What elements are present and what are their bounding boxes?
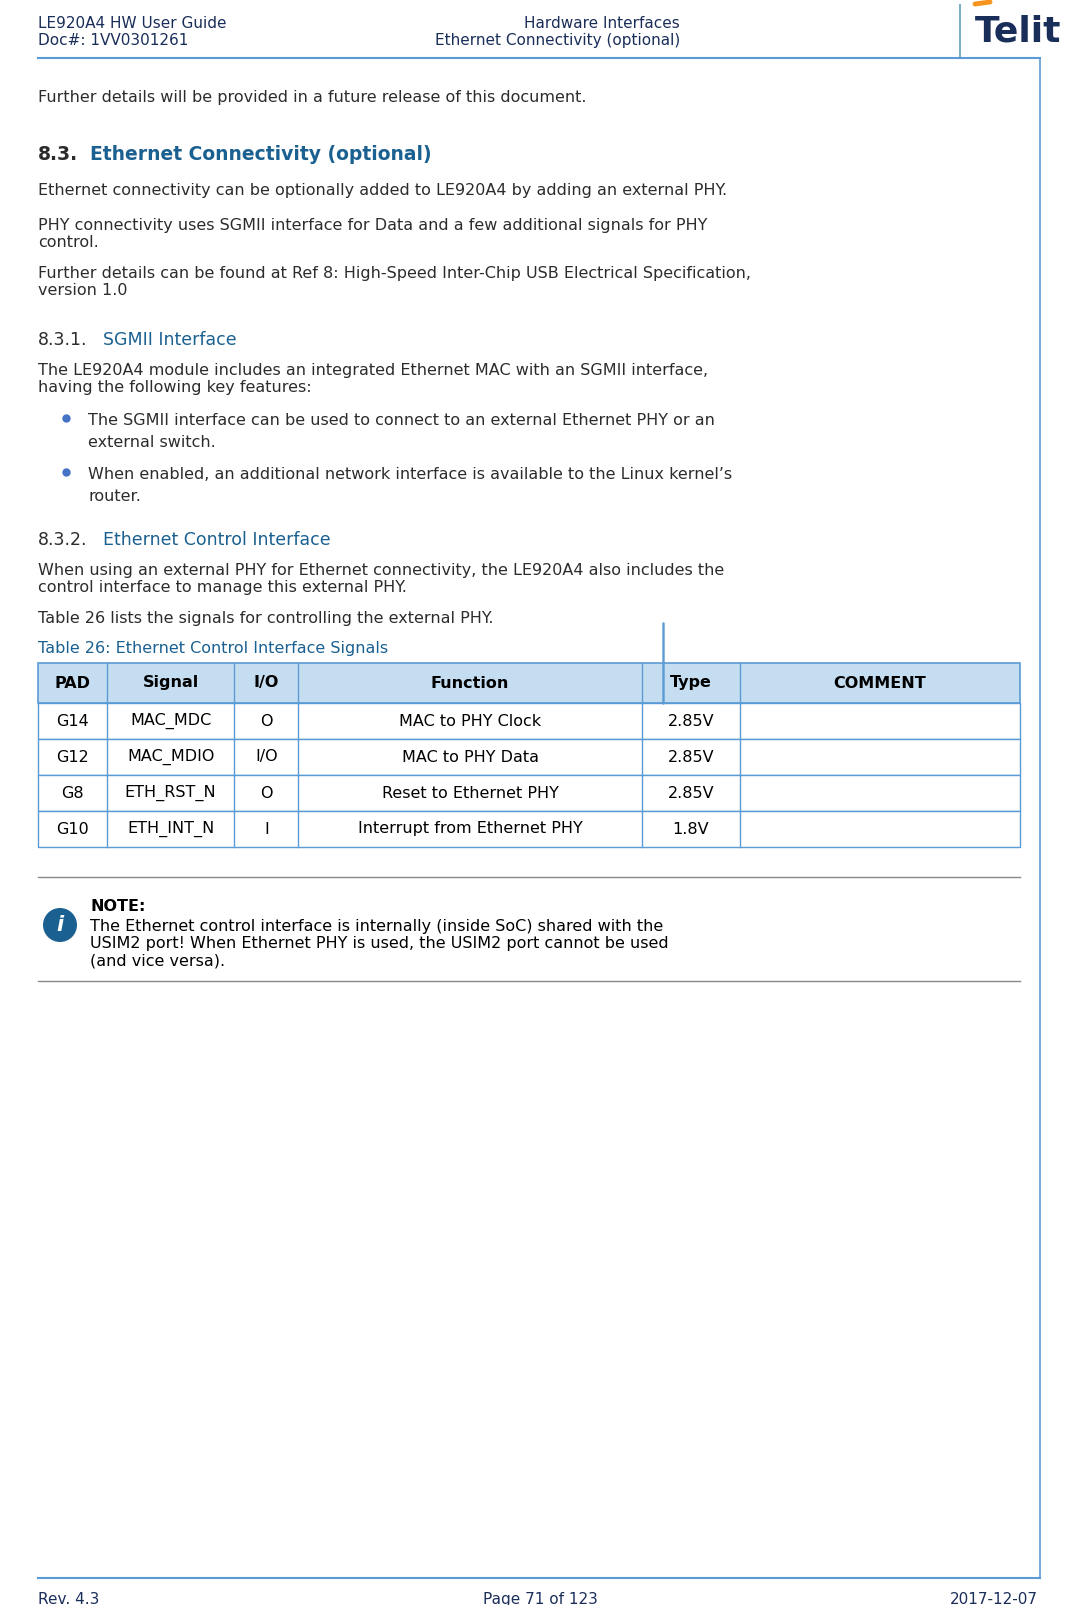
Text: 8.3.1.: 8.3.1. — [38, 331, 87, 348]
Text: PAD: PAD — [54, 676, 91, 690]
Text: external switch.: external switch. — [87, 435, 216, 449]
Bar — [38, 703, 1020, 738]
Text: Further details will be provided in a future release of this document.: Further details will be provided in a fu… — [38, 90, 586, 104]
Text: 1.8V: 1.8V — [673, 822, 710, 836]
Text: MAC to PHY Data: MAC to PHY Data — [402, 750, 539, 764]
Text: ETH_INT_N: ETH_INT_N — [127, 820, 214, 838]
Text: G12: G12 — [56, 750, 89, 764]
Text: G14: G14 — [56, 714, 89, 729]
Circle shape — [43, 908, 77, 942]
Text: router.: router. — [87, 490, 140, 504]
Text: Table 26: Ethernet Control Interface Signals: Table 26: Ethernet Control Interface Sig… — [38, 640, 388, 656]
Text: MAC to PHY Clock: MAC to PHY Clock — [399, 714, 541, 729]
Text: When enabled, an additional network interface is available to the Linux kernel’s: When enabled, an additional network inte… — [87, 467, 732, 481]
Text: 8.3.: 8.3. — [38, 144, 78, 164]
Text: Table 26 lists the signals for controlling the external PHY.: Table 26 lists the signals for controlli… — [38, 612, 494, 626]
Text: I: I — [264, 822, 269, 836]
Text: Page 71 of 123: Page 71 of 123 — [483, 1592, 597, 1605]
Text: O: O — [260, 714, 272, 729]
Text: Ethernet connectivity can be optionally added to LE920A4 by adding an external P: Ethernet connectivity can be optionally … — [38, 183, 727, 197]
Text: Doc#: 1VV0301261: Doc#: 1VV0301261 — [38, 34, 188, 48]
Text: O: O — [260, 785, 272, 801]
Bar — [38, 663, 1020, 703]
Text: Ethernet Connectivity (optional): Ethernet Connectivity (optional) — [90, 144, 432, 164]
Text: Reset to Ethernet PHY: Reset to Ethernet PHY — [381, 785, 558, 801]
Text: 2.85V: 2.85V — [667, 750, 714, 764]
Text: SGMII Interface: SGMII Interface — [103, 331, 237, 348]
Text: Type: Type — [670, 676, 712, 690]
Text: ETH_RST_N: ETH_RST_N — [125, 785, 216, 801]
Text: MAC_MDIO: MAC_MDIO — [126, 750, 214, 766]
Text: MAC_MDC: MAC_MDC — [130, 713, 212, 729]
Text: Signal: Signal — [143, 676, 199, 690]
Text: Function: Function — [431, 676, 510, 690]
Text: 2.85V: 2.85V — [667, 714, 714, 729]
Text: NOTE:: NOTE: — [90, 899, 146, 913]
Text: i: i — [56, 915, 64, 936]
Text: 2017-12-07: 2017-12-07 — [950, 1592, 1038, 1605]
Bar — [38, 775, 1020, 811]
Text: COMMENT: COMMENT — [834, 676, 927, 690]
Text: PHY connectivity uses SGMII interface for Data and a few additional signals for : PHY connectivity uses SGMII interface fo… — [38, 218, 707, 250]
Bar — [38, 738, 1020, 775]
Text: G8: G8 — [62, 785, 83, 801]
Text: 2.85V: 2.85V — [667, 785, 714, 801]
Text: I/O: I/O — [255, 750, 278, 764]
Text: The Ethernet control interface is internally (inside SoC) shared with the
USIM2 : The Ethernet control interface is intern… — [90, 920, 669, 969]
Text: LE920A4 HW User Guide: LE920A4 HW User Guide — [38, 16, 227, 30]
Text: G10: G10 — [56, 822, 89, 836]
Text: Hardware Interfaces: Hardware Interfaces — [524, 16, 680, 30]
Text: I/O: I/O — [254, 676, 279, 690]
Text: The SGMII interface can be used to connect to an external Ethernet PHY or an: The SGMII interface can be used to conne… — [87, 412, 715, 429]
Text: Interrupt from Ethernet PHY: Interrupt from Ethernet PHY — [357, 822, 582, 836]
Text: Further details can be found at Ref 8: High-Speed Inter-Chip USB Electrical Spec: Further details can be found at Ref 8: H… — [38, 266, 751, 299]
Text: 8.3.2.: 8.3.2. — [38, 531, 87, 549]
Text: Telit: Telit — [975, 14, 1062, 48]
Text: Ethernet Control Interface: Ethernet Control Interface — [103, 531, 330, 549]
Text: Rev. 4.3: Rev. 4.3 — [38, 1592, 99, 1605]
Text: The LE920A4 module includes an integrated Ethernet MAC with an SGMII interface,
: The LE920A4 module includes an integrate… — [38, 363, 708, 395]
Text: Ethernet Connectivity (optional): Ethernet Connectivity (optional) — [435, 34, 680, 48]
Bar — [38, 811, 1020, 847]
Text: When using an external PHY for Ethernet connectivity, the LE920A4 also includes : When using an external PHY for Ethernet … — [38, 563, 725, 595]
